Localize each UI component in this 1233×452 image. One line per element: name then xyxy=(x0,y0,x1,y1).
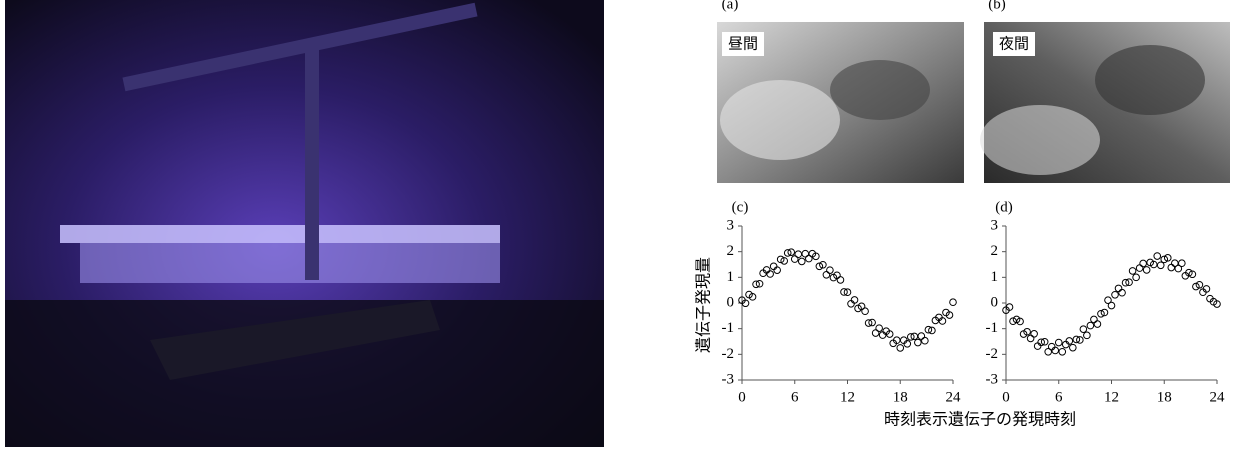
x-tick-label: 24 xyxy=(946,389,962,405)
y-tick-label: -1 xyxy=(722,320,735,336)
data-point xyxy=(915,339,922,346)
x-tick-label: 18 xyxy=(1157,389,1172,405)
data-point xyxy=(1031,331,1038,338)
photo-growth-chamber xyxy=(5,0,604,447)
data-point xyxy=(1136,265,1143,272)
x-tick-label: 24 xyxy=(1210,389,1226,405)
y-tick-label: -3 xyxy=(722,371,735,387)
data-point xyxy=(1133,274,1140,281)
data-point xyxy=(770,263,777,270)
data-point xyxy=(879,332,886,339)
y-tick-label: 3 xyxy=(727,217,735,233)
data-point xyxy=(1129,268,1136,275)
data-point xyxy=(1052,347,1059,354)
y-tick-label: -2 xyxy=(722,346,735,362)
photo-caption: 昼間 xyxy=(728,36,758,52)
y-tick-label: 1 xyxy=(727,269,735,285)
data-point xyxy=(950,299,957,306)
page: (a) 昼間 (b) 夜間 遺伝子発現量 時刻表示遺伝子の発現時刻 (c) -3 -… xyxy=(0,0,1233,452)
y-tick-label: 2 xyxy=(727,243,735,259)
y-tick-label: 0 xyxy=(991,294,999,310)
data-point xyxy=(1154,253,1161,260)
photo-caption: 夜間 xyxy=(999,35,1029,52)
data-point xyxy=(918,333,925,340)
x-tick-label: 12 xyxy=(840,389,855,405)
data-point xyxy=(1091,316,1098,323)
x-tick-label: 18 xyxy=(893,389,908,405)
data-point xyxy=(1168,264,1175,271)
y-axis-label: 遺伝子発現量 xyxy=(695,257,713,353)
data-point xyxy=(837,277,844,284)
data-point xyxy=(767,271,774,278)
data-point xyxy=(1143,267,1150,274)
data-point xyxy=(1108,302,1115,309)
data-point xyxy=(1055,339,1062,346)
data-point xyxy=(798,258,805,265)
data-point xyxy=(1034,343,1041,350)
data-point xyxy=(1119,289,1126,296)
y-tick-label: 2 xyxy=(991,243,999,259)
x-tick-label: 0 xyxy=(738,389,746,405)
data-point xyxy=(1048,343,1055,350)
panel-label: (d) xyxy=(995,199,1013,215)
y-tick-label: -3 xyxy=(986,371,999,387)
data-point xyxy=(1094,321,1101,328)
data-point xyxy=(851,297,858,304)
data-point xyxy=(922,337,929,344)
data-point xyxy=(1140,260,1147,267)
data-point xyxy=(1112,291,1119,298)
data-point xyxy=(1070,344,1077,351)
x-tick-label: 6 xyxy=(791,389,799,405)
data-point xyxy=(1115,285,1122,292)
data-point xyxy=(774,267,781,274)
panel-label: (c) xyxy=(732,199,749,215)
y-tick-label: 0 xyxy=(727,294,735,310)
y-tick-label: -1 xyxy=(986,320,999,336)
panel-label: (a) xyxy=(722,0,739,12)
figure: (a) 昼間 (b) 夜間 遺伝子発現量 時刻表示遺伝子の発現時刻 (c) -3 -… xyxy=(0,0,1233,447)
x-tick-label: 6 xyxy=(1055,389,1063,405)
y-tick-label: -2 xyxy=(986,346,999,362)
data-point xyxy=(862,308,869,315)
y-tick-label: 1 xyxy=(991,269,999,285)
y-tick-label: 3 xyxy=(991,217,999,233)
data-point xyxy=(1027,335,1034,342)
data-point xyxy=(848,300,855,307)
data-point xyxy=(897,345,904,352)
data-point xyxy=(1080,326,1087,333)
data-point xyxy=(823,271,830,278)
data-point xyxy=(1179,260,1186,267)
data-point xyxy=(827,267,834,274)
panel-label: (b) xyxy=(988,0,1006,12)
data-point xyxy=(1087,322,1094,329)
data-point xyxy=(1084,332,1091,339)
data-point xyxy=(1059,348,1066,355)
data-point xyxy=(876,325,883,332)
x-axis-label: 時刻表示遺伝子の発現時刻 xyxy=(884,411,1076,429)
x-tick-label: 12 xyxy=(1104,389,1119,405)
data-point xyxy=(795,251,802,258)
x-tick-label: 0 xyxy=(1002,389,1010,405)
